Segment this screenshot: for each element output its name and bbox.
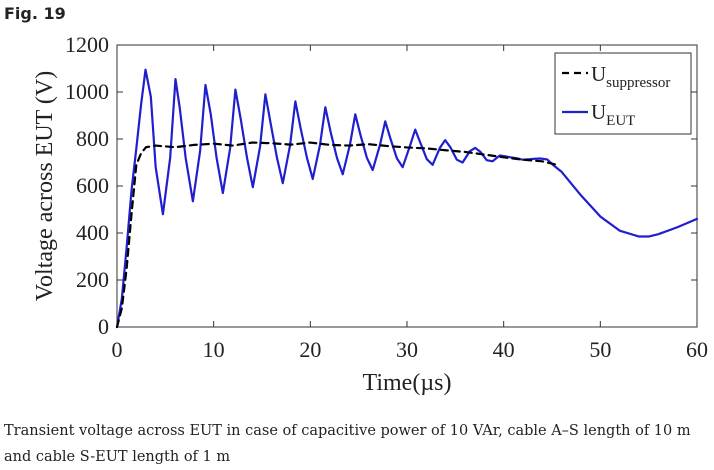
y-tick-label: 800 [76, 126, 109, 151]
figure-label: Fig. 19 [4, 4, 66, 23]
x-tick-label: 40 [493, 337, 515, 362]
caption-line-2: and cable S-EUT length of 1 m [4, 449, 231, 465]
caption-line-1: Transient voltage across EUT in case of … [4, 423, 691, 439]
legend-label-eut: UEUT [591, 100, 635, 129]
y-tick-label: 600 [76, 173, 109, 198]
y-tick-label: 400 [76, 220, 109, 245]
x-tick-label: 30 [396, 337, 418, 362]
x-tick-label: 20 [299, 337, 321, 362]
figure-caption: Transient voltage across EUT in case of … [4, 418, 710, 470]
series-layer [115, 68, 699, 329]
x-tick-label: 50 [589, 337, 611, 362]
y-tick-label: 1000 [65, 79, 109, 104]
x-axis-label: Time(µs) [363, 370, 452, 396]
series-line-suppressor [115, 141, 558, 329]
x-tick-label: 0 [112, 337, 123, 362]
y-tick-label: 0 [98, 314, 109, 339]
y-tick-label: 1200 [65, 32, 109, 57]
x-tick-label: 10 [203, 337, 225, 362]
y-axis-label: Voltage across EUT (V) [32, 71, 58, 301]
x-tick-label: 60 [686, 337, 708, 362]
y-tick-label: 200 [76, 267, 109, 292]
legend: Usuppressor UEUT [554, 52, 692, 135]
legend-box [554, 52, 692, 135]
legend-label-suppressor: Usuppressor [591, 62, 670, 91]
